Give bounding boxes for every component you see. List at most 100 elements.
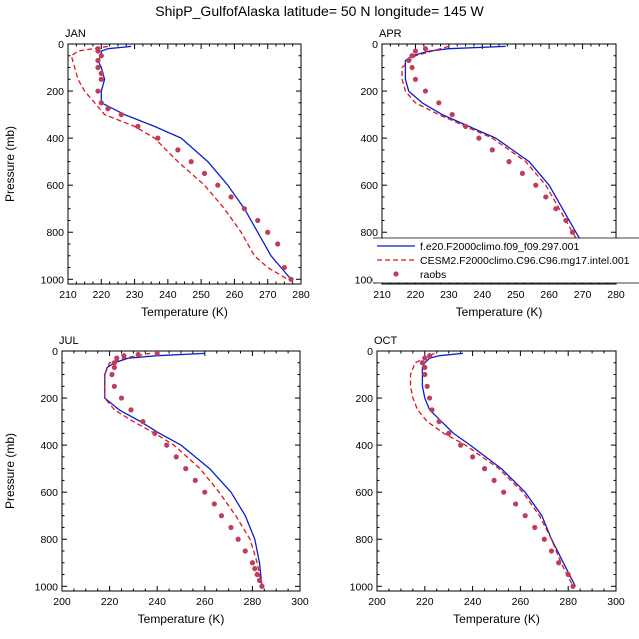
raobs-point — [422, 371, 428, 378]
model-1-line — [404, 45, 607, 280]
raobs-point — [446, 430, 452, 436]
x-tick-label: 300 — [607, 596, 625, 608]
raobs-point — [118, 395, 125, 401]
model-1-line — [421, 352, 576, 587]
y-tick-label: 800 — [46, 227, 64, 239]
legend-label: raobs — [420, 269, 446, 281]
x-tick-label: 210 — [373, 289, 391, 301]
y-axis-label: Pressure (mb) — [3, 433, 17, 509]
x-tick-label: 280 — [607, 289, 625, 301]
raobs-point — [436, 418, 442, 425]
x-tick-label: 230 — [440, 289, 458, 301]
raobs-point — [426, 395, 433, 401]
plot-data — [70, 45, 294, 282]
raobs-point — [419, 360, 426, 366]
raobs-point — [422, 364, 428, 371]
raobs-point — [235, 536, 241, 542]
y-tick-label: 400 — [355, 440, 373, 452]
x-tick-label: 240 — [474, 289, 492, 301]
raobs-point — [218, 513, 225, 519]
raobs-point — [215, 182, 221, 188]
x-tick-label: 280 — [292, 289, 310, 301]
raobs-point — [556, 560, 562, 566]
raobs-point — [265, 229, 271, 235]
y-tick-label: 1000 — [350, 581, 374, 593]
raobs-point — [424, 383, 430, 389]
y-tick-label: 400 — [360, 133, 378, 145]
panel-title: JUL — [59, 335, 79, 347]
panel-oct: 200 220 240 260 280 300 0 200 400 600 800 1000 OCT Te… — [350, 335, 625, 626]
raobs-point — [426, 353, 433, 359]
raobs-point — [175, 147, 181, 153]
raobs-point — [422, 355, 428, 361]
raobs-point — [449, 111, 455, 118]
raobs-point — [111, 383, 117, 389]
raobs-point — [259, 583, 265, 589]
raobs-point — [481, 466, 488, 472]
raobs-point — [541, 536, 547, 542]
raobs-point — [252, 566, 258, 572]
panel-title: OCT — [374, 335, 398, 347]
y-tick-label: 200 — [355, 393, 373, 405]
x-axis-label: Temperature (K) — [138, 612, 225, 626]
x-tick-label: 260 — [226, 289, 244, 301]
y-tick-label: 0 — [58, 39, 64, 51]
raobs-point — [491, 477, 497, 484]
panels: 210 220 230 240 250 260 270 280 0 200 400 600 800 100… — [3, 28, 625, 626]
raobs-point — [422, 46, 429, 52]
raobs-point — [105, 106, 111, 112]
model-2-line — [70, 45, 289, 280]
model-1-line — [97, 45, 292, 280]
plot-data — [409, 352, 576, 589]
raobs-point — [533, 182, 539, 188]
raobs-point — [254, 571, 260, 578]
raobs-point — [242, 548, 248, 554]
raobs-point — [409, 53, 415, 59]
model-2-line — [104, 352, 263, 587]
raobs-point — [188, 159, 194, 165]
y-tick-label: 600 — [40, 487, 58, 499]
raobs-point — [118, 111, 124, 118]
y-tick-label: 800 — [40, 534, 58, 546]
raobs-point — [228, 194, 234, 200]
x-tick-label: 220 — [93, 289, 111, 301]
raobs-point — [135, 351, 141, 358]
x-axis-label: Temperature (K) — [141, 305, 228, 319]
raobs-point — [152, 430, 158, 436]
x-tick-label: 220 — [407, 289, 425, 301]
raobs-point — [211, 501, 217, 507]
raobs-point — [569, 229, 576, 235]
raobs-point — [422, 88, 429, 94]
raobs-point — [201, 170, 208, 177]
x-tick-label: 220 — [101, 596, 119, 608]
raobs-point — [406, 57, 412, 64]
raobs-point — [513, 501, 519, 507]
y-tick-label: 1000 — [35, 581, 59, 593]
raobs-point — [458, 442, 464, 448]
raobs-point — [409, 64, 415, 71]
raobs-point — [288, 276, 294, 282]
x-axis-label: Temperature (K) — [456, 305, 543, 319]
x-tick-label: 280 — [559, 596, 577, 608]
raobs-point — [202, 489, 208, 495]
raobs-point — [98, 76, 104, 82]
raobs-point — [111, 360, 117, 366]
x-tick-label: 250 — [507, 289, 525, 301]
raobs-point — [95, 88, 101, 94]
y-tick-label: 400 — [46, 133, 64, 145]
model-1-line — [104, 352, 263, 587]
raobs-point — [429, 407, 435, 413]
raobs-point — [183, 466, 189, 472]
raobs-point — [192, 477, 198, 484]
raobs-point — [412, 48, 419, 54]
y-tick-label: 400 — [40, 440, 58, 452]
raobs-point — [436, 100, 442, 106]
raobs-point — [476, 135, 482, 141]
legend-label: f.e20.F2000climo.f09_f09.297.001 — [420, 241, 580, 253]
y-tick-label: 200 — [360, 86, 378, 98]
raobs-point — [98, 70, 104, 77]
raobs-point — [95, 64, 101, 71]
x-tick-label: 260 — [196, 596, 214, 608]
raobs-point — [255, 217, 261, 224]
